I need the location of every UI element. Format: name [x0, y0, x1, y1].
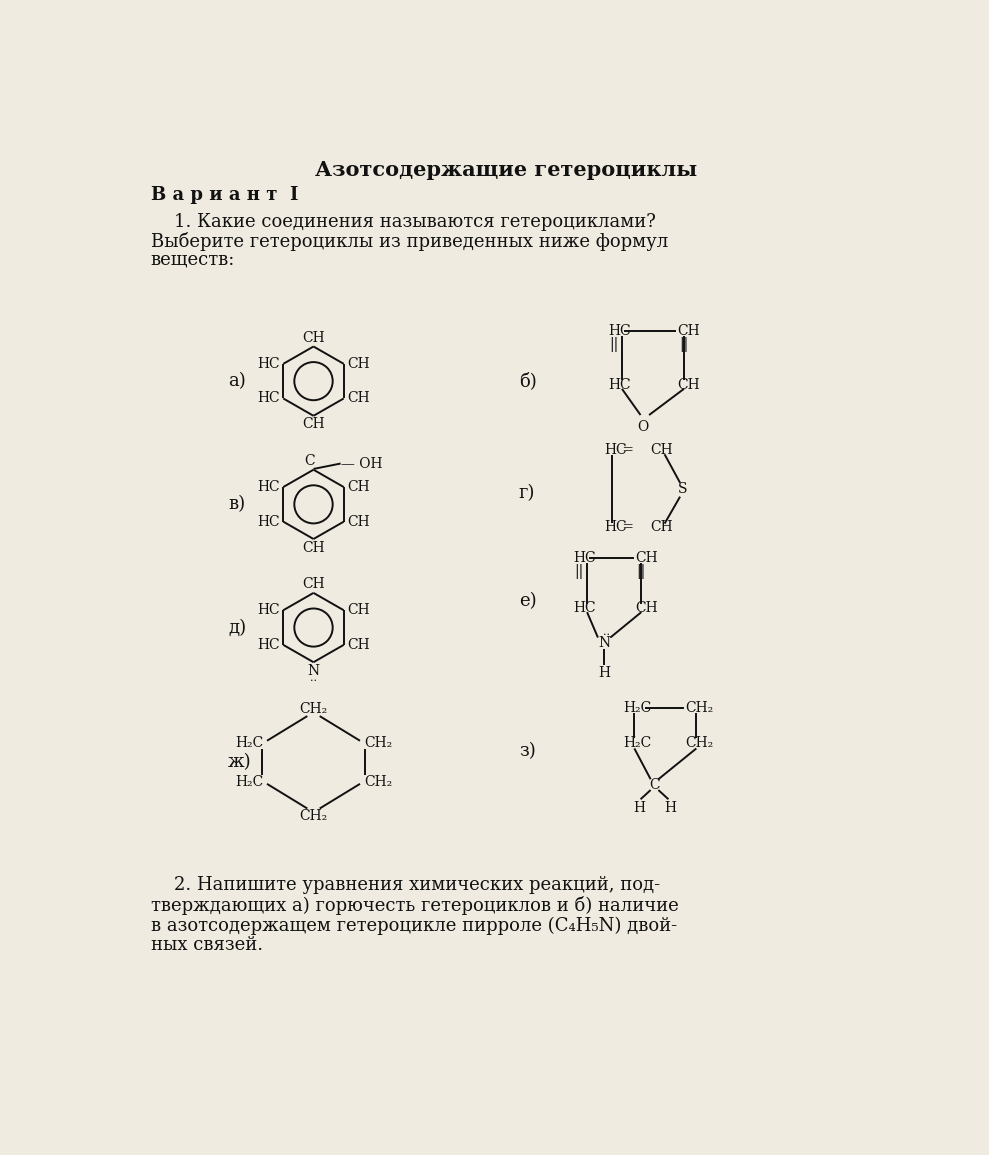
Text: N: N: [308, 664, 319, 678]
Text: H: H: [664, 800, 676, 814]
Text: в): в): [228, 495, 245, 513]
Text: 1. Какие соединения называются гетероциклами?: 1. Какие соединения называются гетероцик…: [150, 214, 656, 231]
Text: д): д): [228, 619, 246, 636]
Text: H₂C: H₂C: [623, 701, 652, 715]
Text: C: C: [305, 454, 315, 468]
Text: е): е): [519, 591, 536, 610]
Text: CH₂: CH₂: [364, 736, 392, 750]
Text: тверждающих а) горючесть гетероциклов и б) наличие: тверждающих а) горючесть гетероциклов и …: [150, 896, 678, 915]
Text: CH: CH: [347, 515, 370, 529]
Text: CH₂: CH₂: [685, 701, 714, 715]
Text: H: H: [598, 666, 610, 680]
Text: ||: ||: [575, 565, 584, 580]
Text: HC: HC: [257, 392, 280, 405]
Text: CH: CH: [347, 480, 370, 494]
Text: ..: ..: [603, 627, 610, 636]
Text: HC: HC: [257, 357, 280, 371]
Text: O: O: [637, 419, 649, 433]
Text: CH: CH: [303, 541, 324, 554]
Text: ||: ||: [679, 337, 688, 352]
Text: б): б): [519, 372, 537, 390]
Text: =: =: [618, 444, 639, 457]
Text: HC: HC: [257, 638, 280, 651]
Text: HC: HC: [573, 551, 595, 565]
Text: CH₂: CH₂: [300, 808, 327, 822]
Text: HC: HC: [608, 325, 631, 338]
Text: веществ:: веществ:: [150, 251, 235, 268]
Text: 2. Напишите уравнения химических реакций, под-: 2. Напишите уравнения химических реакций…: [150, 877, 660, 894]
Text: HC: HC: [604, 521, 627, 535]
Text: C: C: [649, 778, 660, 792]
Text: H₂C: H₂C: [234, 736, 263, 750]
Text: CH: CH: [303, 578, 324, 591]
Text: CH₂: CH₂: [685, 736, 714, 750]
Text: ||: ||: [609, 337, 619, 352]
Text: HC: HC: [573, 602, 595, 616]
Text: CH: CH: [303, 417, 324, 431]
Text: В а р и а н т  I: В а р и а н т I: [150, 186, 299, 204]
Text: з): з): [519, 742, 536, 760]
Text: в азотсодержащем гетероцикле пирроле (C₄H₅N) двой-: в азотсодержащем гетероцикле пирроле (C₄…: [150, 916, 676, 934]
Text: Выберите гетероциклы из приведенных ниже формул: Выберите гетероциклы из приведенных ниже…: [150, 232, 668, 251]
Text: CH: CH: [651, 444, 674, 457]
Text: CH: CH: [635, 551, 658, 565]
Text: CH₂: CH₂: [364, 775, 392, 789]
Text: Азотсодержащие гетероциклы: Азотсодержащие гетероциклы: [315, 161, 697, 180]
Text: HC: HC: [257, 480, 280, 494]
Text: N: N: [598, 636, 610, 650]
Text: ных связей.: ных связей.: [150, 937, 263, 954]
Text: CH: CH: [677, 325, 700, 338]
Text: CH: CH: [635, 602, 658, 616]
Text: CH₂: CH₂: [300, 702, 327, 716]
Text: г): г): [519, 484, 535, 501]
Text: H₂C: H₂C: [623, 736, 652, 750]
Text: ||: ||: [637, 565, 646, 580]
Text: CH: CH: [303, 331, 324, 345]
Text: CH: CH: [677, 378, 700, 392]
Text: HC: HC: [257, 603, 280, 617]
Text: H: H: [633, 800, 645, 814]
Text: CH: CH: [347, 357, 370, 371]
Text: ж): ж): [228, 753, 252, 772]
Text: CH: CH: [347, 392, 370, 405]
Text: HC: HC: [604, 444, 627, 457]
Text: H₂C: H₂C: [234, 775, 263, 789]
Text: =: =: [618, 521, 639, 535]
Text: HC: HC: [257, 515, 280, 529]
Text: S: S: [677, 482, 687, 495]
Text: — OH: — OH: [340, 456, 382, 470]
Text: ..: ..: [310, 673, 317, 683]
Text: CH: CH: [347, 603, 370, 617]
Text: CH: CH: [347, 638, 370, 651]
Text: а): а): [228, 372, 246, 390]
Text: CH: CH: [651, 521, 674, 535]
Text: HC: HC: [608, 378, 631, 392]
